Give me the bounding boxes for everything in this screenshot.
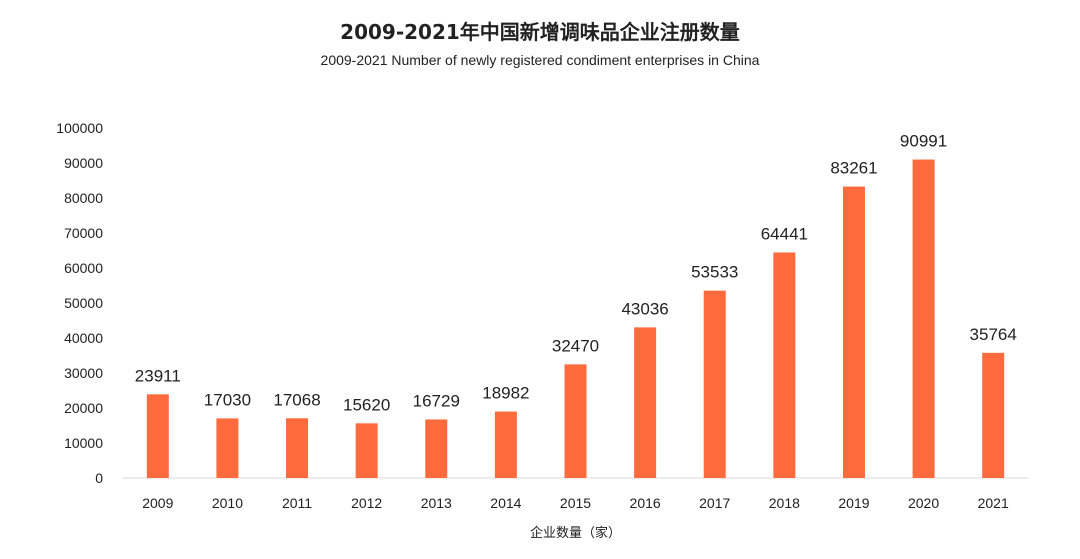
data-label: 53533 (691, 263, 738, 282)
x-tick-label: 2019 (838, 495, 869, 511)
chart-title: 2009-2021年中国新增调味品企业注册数量 (340, 20, 740, 44)
y-axis-ticks: 0 10000 20000 30000 40000 50000 60000 70000 8000… (56, 120, 103, 486)
bar (982, 352, 1005, 478)
y-tick-label: 0 (95, 470, 103, 486)
bar (355, 423, 378, 478)
bar (494, 411, 517, 478)
x-tick-label: 2013 (421, 495, 452, 511)
y-tick-label: 40000 (64, 330, 103, 346)
bar (146, 394, 169, 478)
bar (286, 418, 309, 478)
x-tick-label: 2014 (490, 495, 521, 511)
data-label: 43036 (621, 299, 668, 318)
data-label: 17068 (273, 390, 320, 409)
x-tick-label: 2021 (978, 495, 1009, 511)
chart-subtitle: 2009-2021 Number of newly registered con… (320, 52, 760, 68)
x-tick-label: 2016 (630, 495, 661, 511)
bar (425, 419, 448, 478)
bar (773, 252, 796, 478)
y-tick-label: 30000 (64, 365, 103, 381)
data-label: 17030 (204, 390, 251, 409)
bar (703, 290, 726, 478)
bar (842, 186, 865, 479)
data-label: 23911 (135, 366, 181, 385)
data-label: 32470 (552, 336, 599, 355)
y-tick-label: 50000 (64, 295, 103, 311)
x-tick-label: 2015 (560, 495, 591, 511)
data-label: 90991 (900, 132, 947, 151)
x-tick-label: 2011 (282, 495, 312, 511)
y-tick-label: 70000 (64, 225, 103, 241)
x-tick-label: 2012 (351, 495, 382, 511)
y-tick-label: 20000 (64, 400, 103, 416)
x-axis-label: 企业数量（家） (530, 525, 621, 541)
data-label: 15620 (343, 395, 390, 414)
y-tick-label: 10000 (64, 435, 103, 451)
data-label: 83261 (830, 159, 877, 178)
x-axis-ticks: 2009 2010 2011 2012 2013 2014 2015 2016 2017 2018… (142, 495, 1009, 511)
y-tick-label: 90000 (64, 155, 103, 171)
bar (634, 327, 657, 478)
bar (564, 364, 587, 478)
bar (912, 159, 935, 478)
data-label: 64441 (761, 224, 808, 243)
data-label: 16729 (413, 391, 460, 410)
bar (216, 418, 239, 478)
bars (146, 159, 1005, 479)
y-tick-label: 100000 (56, 120, 103, 136)
x-tick-label: 2010 (212, 495, 243, 511)
x-tick-label: 2018 (769, 495, 800, 511)
x-tick-label: 2009 (142, 495, 173, 511)
data-labels: 23911 17030 17068 15620 16729 18982 32470 43036… (135, 132, 1017, 415)
y-tick-label: 80000 (64, 190, 103, 206)
data-label: 35764 (970, 325, 1017, 344)
x-tick-label: 2020 (908, 495, 939, 511)
y-tick-label: 60000 (64, 260, 103, 276)
x-tick-label: 2017 (699, 495, 730, 511)
data-label: 18982 (482, 384, 529, 403)
